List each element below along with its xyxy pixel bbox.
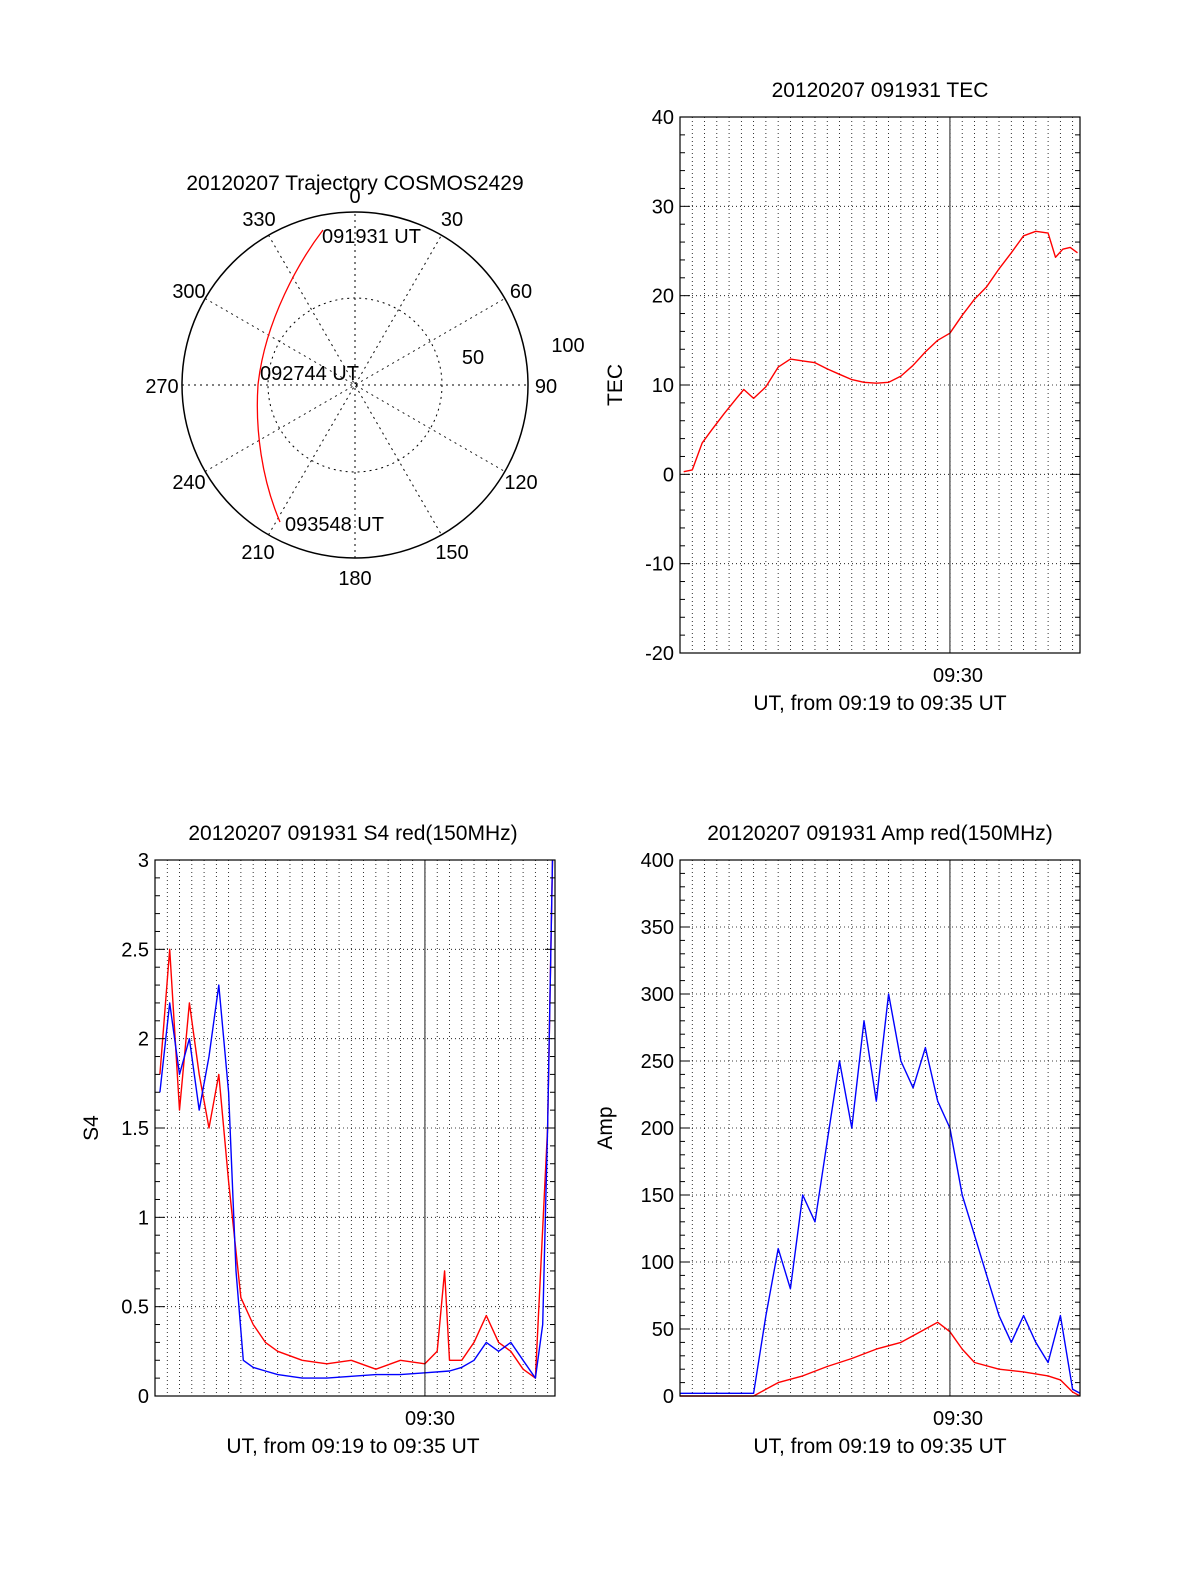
amp-ytick-label: 200: [641, 1118, 674, 1140]
s4-ytick-label: 3: [138, 850, 149, 872]
tec-chart: 20120207 091931 TEC -20 -10 0 10 20 30 40 09:3…: [604, 79, 1081, 715]
s4-ytick-label: 2.5: [121, 939, 149, 961]
annotation-end-time: 093548 UT: [285, 514, 384, 536]
tec-ytick-label: 0: [663, 464, 674, 486]
amp-grid: [680, 860, 1080, 1396]
s4-chart: 20120207 091931 S4 red(150MHz) 0 0.5 1 1.5 2…: [80, 822, 556, 1458]
tec-ytick-label: 40: [652, 107, 674, 129]
amp-ytick-label: 0: [663, 1386, 674, 1408]
tec-x-label: UT, from 09:19 to 09:35 UT: [753, 692, 1006, 715]
trajectory-polar-chart: 20120207 Trajectory COSMOS2429 0 30 60 9…: [145, 172, 584, 590]
amp-ytick-label: 400: [641, 850, 674, 872]
s4-ytick-label: 1: [138, 1207, 149, 1229]
polar-spoke: [268, 234, 442, 536]
s4-x-label: UT, from 09:19 to 09:35 UT: [226, 1435, 479, 1458]
ring-label-50: 50: [462, 347, 484, 369]
s4-ytick-label: 1.5: [121, 1118, 149, 1140]
amp-ytick-label: 350: [641, 917, 674, 939]
s4-grid: [155, 860, 555, 1396]
s4-series-red: [159, 859, 554, 1379]
s4-ytick-label: 2: [138, 1029, 149, 1051]
angle-label-240: 240: [172, 472, 205, 494]
tec-x-tick: 09:30: [933, 665, 983, 687]
annotation-start-time: 091931 UT: [322, 226, 421, 248]
amp-chart: 20120207 091931 Amp red(150MHz) 0 50 100 15…: [594, 822, 1081, 1458]
angle-label-120: 120: [504, 472, 537, 494]
tec-ytick-label: 20: [652, 286, 674, 308]
tec-grid: [680, 117, 1080, 653]
ring-label-100: 100: [551, 335, 584, 357]
s4-ticks: 0 0.5 1 1.5 2 2.5 3: [121, 850, 555, 1408]
amp-ticks: 0 50 100 150 200 250 300 350 400: [641, 850, 1080, 1408]
s4-x-tick: 09:30: [405, 1408, 455, 1430]
tec-ytick-label: 10: [652, 375, 674, 397]
polar-spoke: [204, 298, 506, 472]
angle-label-150: 150: [435, 542, 468, 564]
tec-series-red: [683, 230, 1078, 473]
amp-series: [680, 993, 1081, 1397]
s4-title: 20120207 091931 S4 red(150MHz): [188, 822, 517, 845]
angle-label-0: 0: [349, 186, 360, 208]
tec-y-label: TEC: [604, 364, 627, 406]
amp-ytick-label: 300: [641, 984, 674, 1006]
angle-label-300: 300: [172, 281, 205, 303]
s4-y-label: S4: [80, 1115, 103, 1141]
angle-label-60: 60: [510, 281, 532, 303]
angle-label-90: 90: [535, 376, 557, 398]
tec-ytick-label: -10: [645, 554, 674, 576]
amp-ytick-label: 100: [641, 1252, 674, 1274]
tec-title: 20120207 091931 TEC: [772, 79, 989, 102]
angle-label-30: 30: [441, 209, 463, 231]
polar-inner-ring: [267, 297, 443, 473]
tec-ytick-label: 30: [652, 196, 674, 218]
s4-series-blue: [159, 859, 554, 1379]
angle-label-330: 330: [242, 209, 275, 231]
s4-ytick-label: 0: [138, 1386, 149, 1408]
amp-ytick-label: 250: [641, 1051, 674, 1073]
s4-series: [159, 859, 554, 1379]
annotation-mid-time: 092744 UT: [260, 363, 359, 385]
amp-ytick-label: 50: [652, 1319, 674, 1341]
amp-series-red: [680, 1321, 1081, 1397]
angle-label-270: 270: [145, 376, 178, 398]
angle-label-210: 210: [241, 542, 274, 564]
amp-x-tick: 09:30: [933, 1408, 983, 1430]
amp-x-label: UT, from 09:19 to 09:35 UT: [753, 1435, 1006, 1458]
polar-spoke: [268, 234, 442, 536]
tec-ticks: -20 -10 0 10 20 30 40: [645, 107, 1080, 665]
polar-angle-labels: 0 30 60 90 120 150 180 210 240 270 300 3…: [145, 186, 557, 590]
s4-ytick-label: 0.5: [121, 1297, 149, 1319]
polar-title: 20120207 Trajectory COSMOS2429: [186, 172, 523, 195]
amp-ytick-label: 150: [641, 1185, 674, 1207]
trajectory-path: [256, 229, 324, 523]
amp-series-blue: [680, 993, 1081, 1395]
amp-title: 20120207 091931 Amp red(150MHz): [707, 822, 1053, 845]
polar-spoke: [204, 298, 506, 472]
amp-y-label: Amp: [594, 1106, 617, 1149]
tec-series: [683, 230, 1078, 473]
polar-spokes: [182, 212, 528, 558]
tec-ytick-label: -20: [645, 643, 674, 665]
angle-label-180: 180: [338, 568, 371, 590]
